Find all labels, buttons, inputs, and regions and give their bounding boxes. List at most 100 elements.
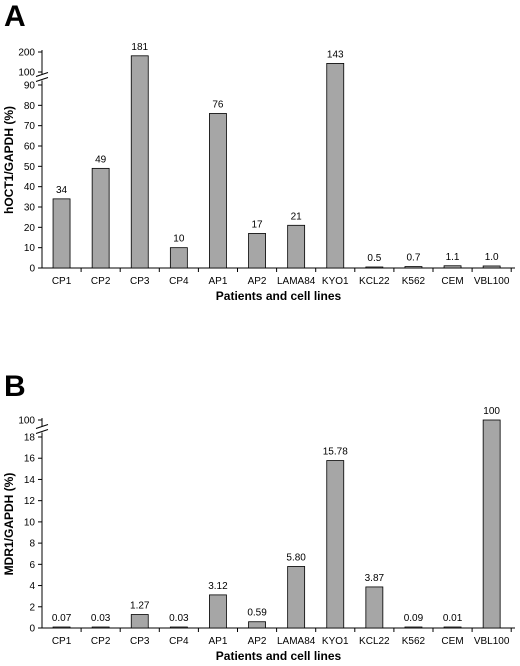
bar (52, 198, 71, 269)
bar (482, 419, 501, 629)
axis-break-gap (36, 426, 48, 433)
x-tick-label: K562 (402, 276, 426, 287)
chart-panel-a: 0 10 20 30 40 50 60 70 80 90 100 200 hOCT1/GAPDH (%)… (2, 42, 515, 303)
y-tick-label: 100 (18, 416, 35, 427)
x-tick-label: CEM (441, 276, 463, 287)
y-tick-label: 100 (18, 68, 35, 79)
data-label: 17 (251, 219, 263, 230)
y-tick-label: 14 (24, 475, 36, 486)
bar (209, 594, 227, 629)
bar (443, 626, 462, 629)
bar (365, 586, 384, 629)
y-tick-label: 200 (18, 48, 35, 59)
data-label: 3.87 (365, 573, 385, 584)
x-tick-label: AP1 (208, 636, 227, 647)
data-label: 0.59 (247, 608, 267, 619)
y-tick-label: 50 (24, 162, 36, 173)
bar (443, 265, 462, 269)
data-label: 1.0 (485, 252, 499, 263)
x-tick-label: KYO1 (322, 276, 349, 287)
y-tick-label: 2 (29, 602, 35, 613)
y-tick-label: 18 (24, 433, 36, 444)
data-label: 1.1 (446, 252, 460, 263)
y-tick-label: 0 (29, 264, 35, 275)
x-tick-label: CP4 (169, 276, 189, 287)
y-axis-title: MDR1/GAPDH (%) (2, 473, 16, 576)
chart-panel-b: 0 2 4 6 8 10 12 14 16 18 100 MDR1/GAPDH (%) 0.07 CP1 0… (2, 406, 515, 663)
panel-a-letter: A (4, 0, 26, 33)
x-tick-label: CP2 (91, 636, 111, 647)
data-label: 0.7 (406, 253, 420, 264)
y-tick-label: 0 (29, 624, 35, 635)
bar (52, 626, 71, 629)
y-tick-label: 40 (24, 182, 36, 193)
y-tick-label: 10 (24, 243, 36, 254)
y-tick-label: 80 (24, 101, 36, 112)
x-tick-label: AP2 (248, 636, 267, 647)
x-tick-label: VBL100 (474, 276, 510, 287)
bar (91, 167, 110, 269)
bar (482, 265, 501, 269)
data-label: 34 (56, 185, 68, 196)
y-tick-label: 10 (24, 517, 36, 528)
bar (248, 233, 266, 269)
x-tick-label: CP4 (169, 636, 189, 647)
x-tick-label: CP1 (52, 276, 72, 287)
y-tick-label: 16 (24, 454, 36, 465)
x-tick-label: CEM (441, 636, 463, 647)
y-tick-label: 4 (29, 581, 35, 592)
data-label: 49 (95, 154, 107, 165)
x-tick-label: KCL22 (359, 276, 390, 287)
x-tick-label: LAMA84 (277, 276, 316, 287)
x-tick-label: CP3 (130, 636, 150, 647)
bar (91, 626, 110, 629)
bar (365, 266, 384, 269)
data-label: 0.5 (367, 253, 381, 264)
panel-b-letter: B (4, 370, 26, 403)
y-tick-label: 20 (24, 223, 36, 234)
x-axis-title: Patients and cell lines (216, 289, 342, 303)
x-axis-title: Patients and cell lines (216, 649, 342, 663)
y-tick-label: 90 (24, 81, 36, 92)
data-label: 1.27 (130, 601, 150, 612)
x-tick-label: CP3 (130, 276, 150, 287)
y-tick-label: 60 (24, 142, 36, 153)
bar (130, 614, 149, 629)
data-label: 3.12 (208, 581, 228, 592)
bar (326, 63, 345, 269)
y-tick-label: 30 (24, 203, 36, 214)
data-label: 0.07 (52, 613, 72, 624)
x-tick-label: CP1 (52, 636, 72, 647)
data-label: 21 (291, 211, 303, 222)
bar (404, 626, 423, 629)
bar (404, 266, 423, 269)
data-label: 100 (483, 406, 500, 417)
y-tick-label: 70 (24, 121, 36, 132)
bar (287, 224, 306, 269)
x-tick-label: VBL100 (474, 636, 510, 647)
bar (169, 247, 188, 269)
x-tick-label: AP1 (208, 276, 227, 287)
y-tick-label: 12 (24, 496, 36, 507)
axis-break-mark (35, 424, 49, 429)
axis-break-mark (35, 429, 49, 434)
x-tick-label: KYO1 (322, 636, 349, 647)
data-label: 0.03 (169, 613, 189, 624)
y-tick-label: 8 (29, 539, 35, 550)
axis-break-mark (35, 72, 49, 77)
data-label: 5.80 (286, 552, 306, 563)
data-label: 15.78 (323, 447, 348, 458)
x-tick-label: K562 (402, 636, 426, 647)
x-tick-label: LAMA84 (277, 636, 316, 647)
data-label: 10 (173, 234, 185, 245)
bar (248, 621, 266, 629)
data-label: 0.09 (404, 613, 424, 624)
bar (169, 626, 188, 629)
bar (287, 566, 306, 629)
y-tick-label: 6 (29, 560, 35, 571)
bar (209, 113, 227, 269)
y-axis-title: hOCT1/GAPDH (%) (2, 106, 16, 214)
data-label: 181 (131, 42, 148, 53)
axis-break-mark (35, 77, 49, 82)
